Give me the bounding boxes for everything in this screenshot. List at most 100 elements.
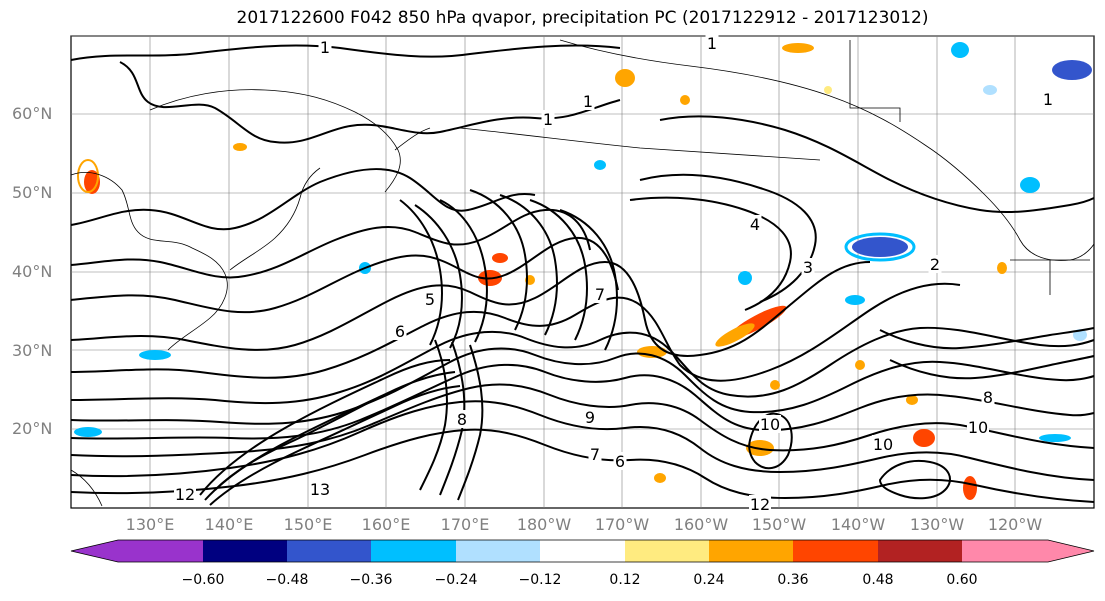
- contour-label-bg: [1041, 90, 1055, 108]
- colorbar-outline: [70, 539, 1095, 563]
- contour-label-bg: [749, 495, 771, 513]
- contour-line: [199, 359, 451, 496]
- contour-label: 10: [873, 435, 893, 454]
- contour-line: [70, 282, 961, 382]
- contour-label-bg: [748, 215, 762, 233]
- contour-label: 5: [425, 290, 435, 309]
- islands-coastline: [70, 469, 103, 507]
- siberia-coastline: [149, 89, 401, 193]
- contour-line: [414, 204, 463, 349]
- colorbar-tick: 0.12: [609, 572, 641, 588]
- contour-label-bg: [801, 258, 815, 276]
- contour-label-bg: [588, 445, 602, 463]
- contour-line: [457, 344, 484, 501]
- precip-patch: [906, 395, 918, 405]
- contour-line: [70, 347, 1095, 425]
- precip-patch: [139, 350, 171, 360]
- precip-patch: [913, 429, 935, 447]
- colorbar-segment: [793, 540, 879, 562]
- colorbar-tick: 0.48: [862, 572, 894, 588]
- contour-line: [439, 341, 466, 496]
- lon-label-120w: 120°W: [987, 515, 1043, 534]
- lon-label-150e: 150°E: [283, 515, 333, 534]
- precip-patch: [74, 427, 102, 437]
- contour-label: 7: [595, 285, 605, 304]
- colorbar-tick: 0.36: [777, 572, 809, 588]
- lon-label-140w: 140°W: [830, 515, 886, 534]
- colorbar-segment: [878, 540, 963, 562]
- contour-label: 1: [1043, 90, 1053, 109]
- precip-patch: [715, 323, 755, 347]
- contour-label-bg: [759, 415, 781, 433]
- colorbar-tick: 0.24: [693, 572, 725, 588]
- precip-patch: [1039, 434, 1071, 442]
- contour-line: [70, 44, 621, 61]
- colorbar-segment: [540, 540, 626, 562]
- contour-line: [214, 401, 371, 491]
- lon-label-130w: 130°W: [909, 515, 965, 534]
- lon-label-180w: 180°W: [516, 515, 572, 534]
- precip-patch: [738, 271, 752, 285]
- precip-patch: [654, 473, 666, 483]
- contour-label-bg: [967, 418, 989, 436]
- border-line: [1010, 259, 1090, 295]
- precip-patch: [824, 86, 832, 94]
- precip-patch: [770, 380, 780, 390]
- contour-label: 1: [320, 38, 330, 57]
- precip-patch: [594, 160, 606, 170]
- map-title: 2017122600 F042 850 hPa qvapor, precipit…: [236, 8, 929, 28]
- precipitation-shading: [74, 42, 1092, 500]
- contour-label-bg: [593, 285, 607, 303]
- contour-line: [878, 460, 951, 500]
- contour-line: [889, 355, 1095, 380]
- contour-label-bg: [393, 322, 407, 340]
- contour-line: [879, 327, 1095, 350]
- precip-patch: [983, 85, 997, 95]
- border-line: [849, 40, 901, 122]
- contour-label-bg: [583, 408, 597, 426]
- lon-label-170e: 170°E: [440, 515, 490, 534]
- contour-line: [70, 208, 591, 279]
- contour-line: [70, 326, 1095, 405]
- colorbar-segment: [371, 540, 457, 562]
- contour-label: 6: [395, 322, 405, 341]
- precip-patch: [84, 170, 100, 194]
- contour-line: [659, 115, 1095, 214]
- contour-line: [399, 199, 443, 346]
- colorbar-tick: −0.36: [349, 572, 393, 588]
- precip-patch: [615, 69, 635, 87]
- contour-label-bg: [928, 255, 942, 273]
- precip-patch: [233, 143, 247, 151]
- contour-label-bg: [581, 92, 595, 110]
- lat-label-40n: 40°N: [12, 262, 53, 281]
- contour-label-bg: [423, 290, 437, 308]
- colorbar-tick: 0.60: [946, 572, 978, 588]
- precip-patch: [1020, 177, 1040, 193]
- lon-label-130e: 130°E: [125, 515, 175, 534]
- colorbar-segment: [625, 540, 710, 562]
- contour-line: [70, 168, 536, 231]
- colorbar-extend-min: [71, 540, 118, 562]
- colorbar-tick: −0.24: [434, 572, 478, 588]
- colorbar-segment: [203, 540, 288, 562]
- precip-patch: [951, 42, 969, 58]
- contour-label-bg: [705, 34, 719, 52]
- contour-line: [209, 385, 461, 506]
- contour-label: 8: [983, 388, 993, 407]
- lon-label-160e: 160°E: [361, 515, 411, 534]
- precip-patch: [844, 232, 916, 262]
- colorbar-tick: −0.60: [181, 572, 225, 588]
- precip-patch: [1052, 60, 1092, 80]
- colorbar-segment: [962, 540, 1049, 562]
- coastlines: [70, 39, 1095, 507]
- precip-patch: [855, 360, 865, 370]
- colorbar-tick: −0.12: [518, 572, 562, 588]
- contour-label-bg: [872, 435, 894, 453]
- precip-patch: [637, 346, 667, 358]
- contour-label: 10: [760, 415, 780, 434]
- asia-coastline: [70, 172, 228, 351]
- lon-label-140e: 140°E: [204, 515, 254, 534]
- contour-label: 6: [615, 452, 625, 471]
